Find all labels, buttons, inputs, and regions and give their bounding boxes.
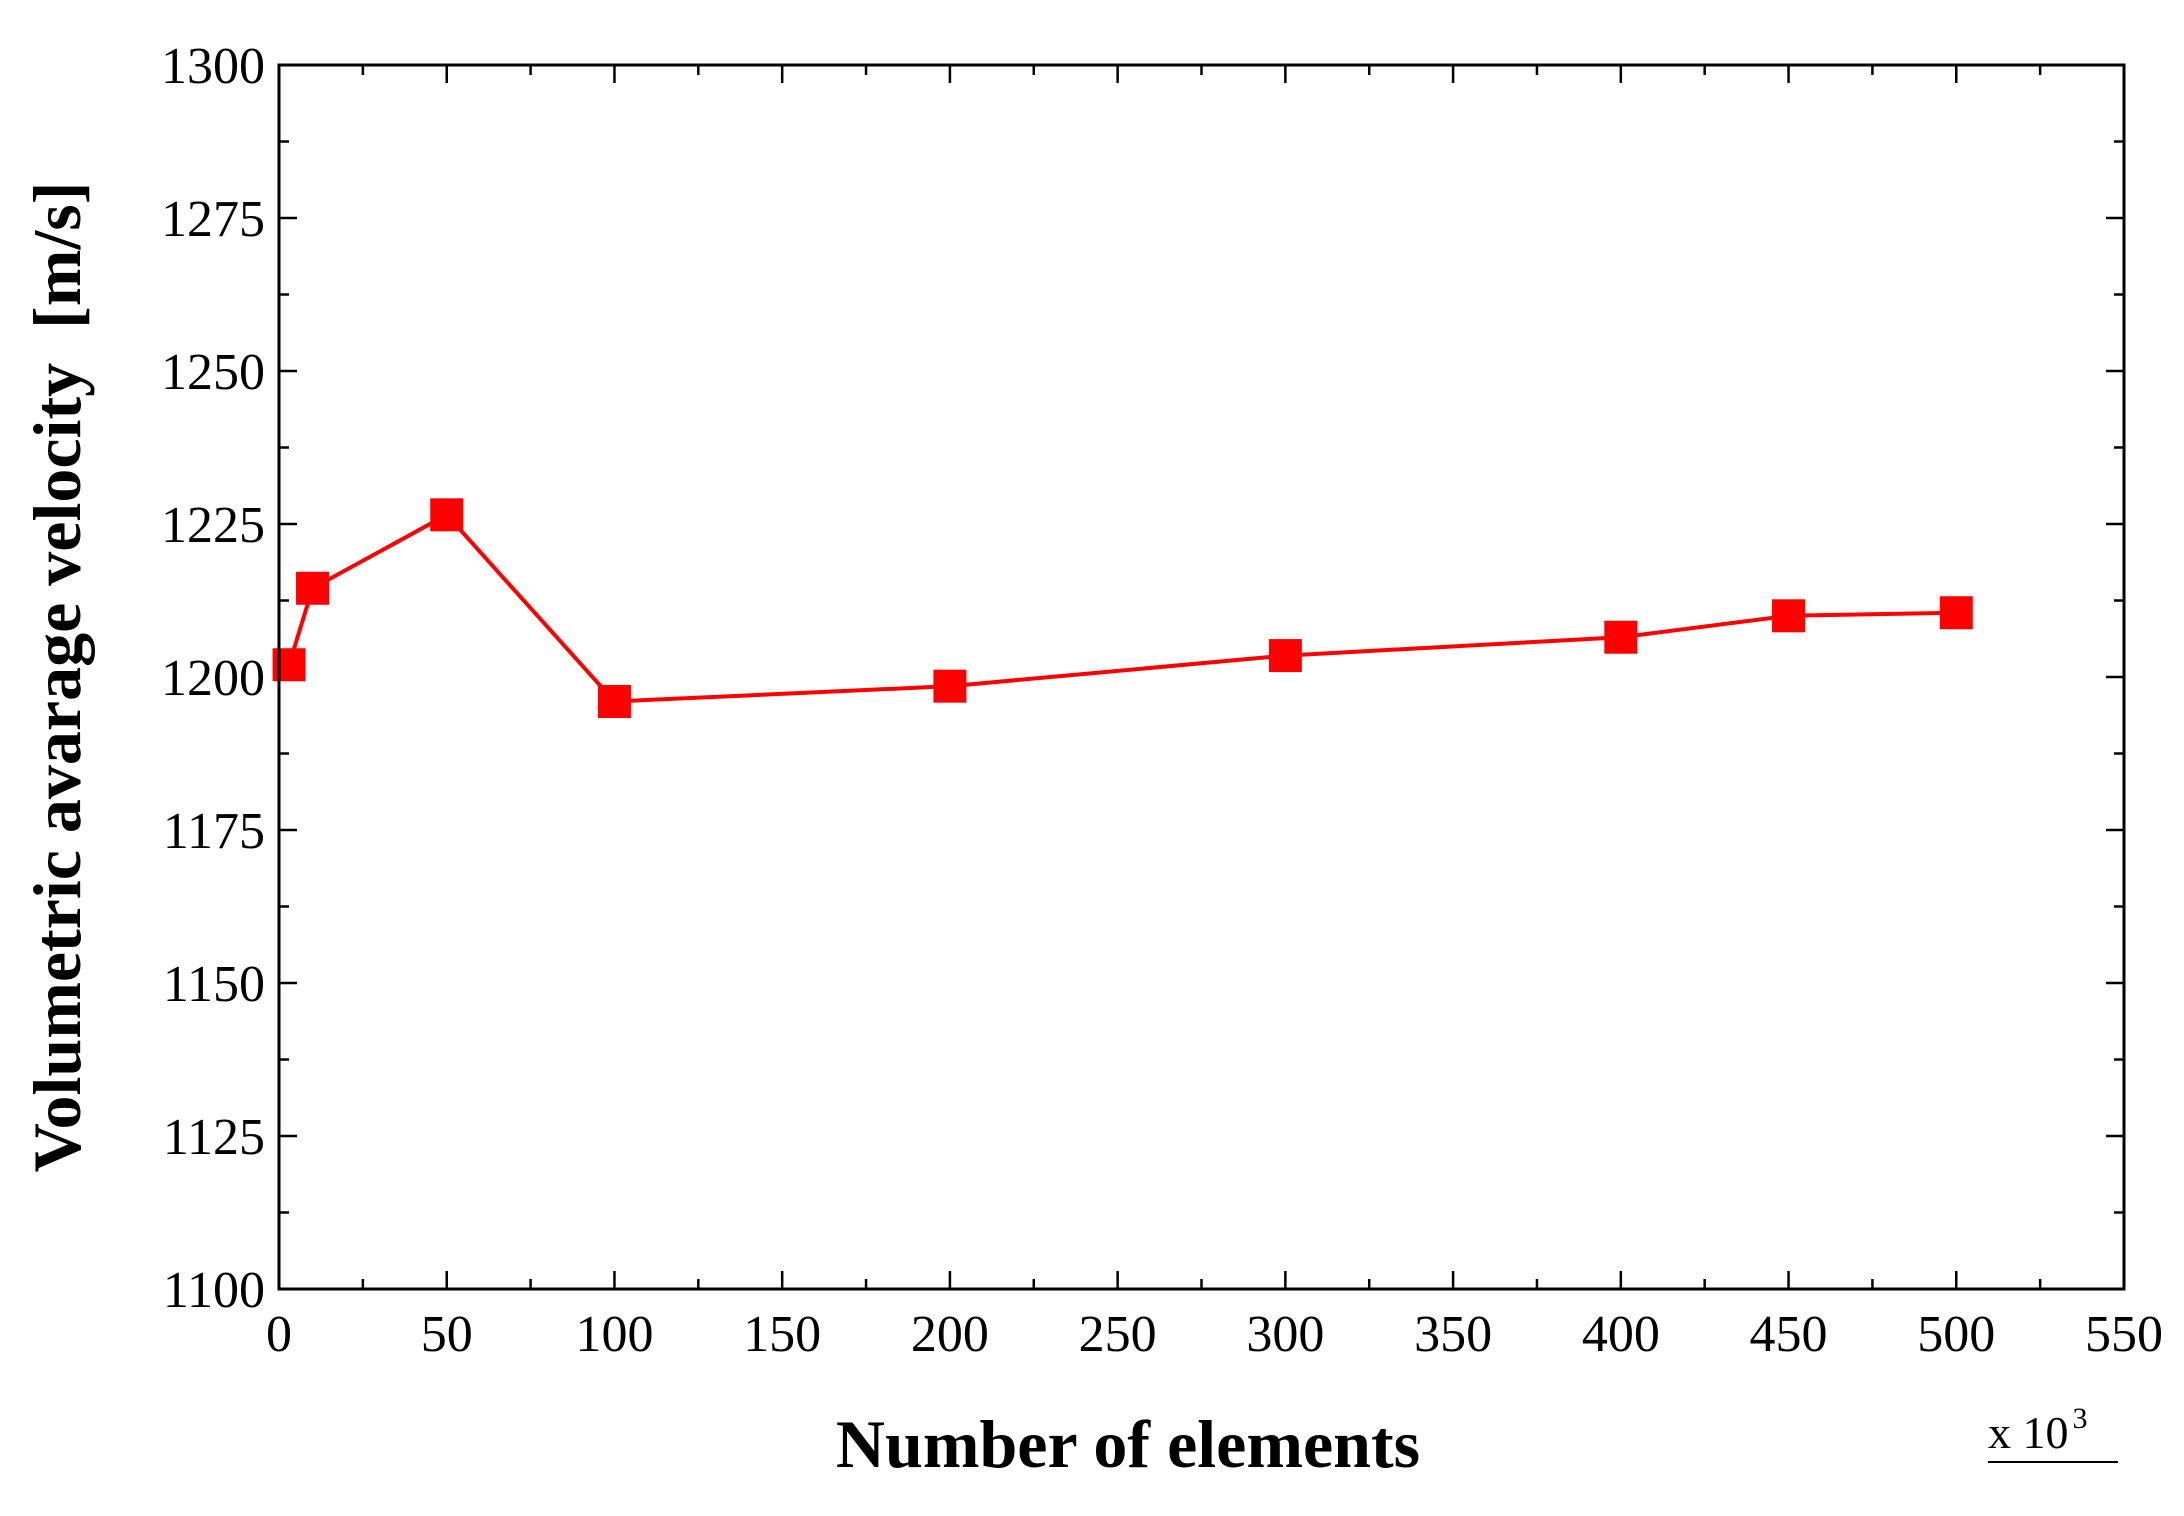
data-point-marker <box>1939 596 1973 630</box>
data-point-marker <box>597 684 631 718</box>
x-tick-label: 250 <box>1079 1306 1157 1363</box>
x-axis-title: Number of elements <box>836 1406 1420 1482</box>
axis-ticks <box>277 63 2126 1291</box>
plot-frame <box>277 63 2126 1291</box>
y-tick-label: 1300 <box>161 38 265 95</box>
data-point-marker <box>1268 639 1302 673</box>
y-tick-label: 1225 <box>161 497 265 554</box>
data-series <box>272 498 1973 718</box>
y-tick-label: 1125 <box>163 1109 265 1166</box>
x-multiplier: x 10 3 <box>1988 1402 2118 1463</box>
series-line <box>287 512 1957 704</box>
x-tick-label: 450 <box>1750 1306 1828 1363</box>
data-point-marker <box>1604 620 1638 654</box>
y-tick-label: 1200 <box>161 650 265 707</box>
data-point-marker <box>430 498 464 532</box>
y-tick-label: 1100 <box>163 1262 265 1319</box>
x-tick-label: 100 <box>575 1306 653 1363</box>
data-point-marker <box>296 571 330 605</box>
y-tick-label: 1250 <box>161 344 265 401</box>
tick-labels: 0 50 100 150 200 250 300 350 400 450 500 550 1100 112… <box>161 38 2163 1363</box>
x-tick-label: 200 <box>911 1306 989 1363</box>
x-tick-label: 50 <box>421 1306 473 1363</box>
x-multiplier-exponent: 3 <box>2073 1402 2088 1435</box>
data-point-marker <box>933 669 967 703</box>
svg-text:x 10 3: x 10 3 <box>1988 1402 2088 1458</box>
x-tick-label: 500 <box>1917 1306 1995 1363</box>
x-tick-label: 350 <box>1414 1306 1492 1363</box>
y-tick-label: 1175 <box>163 803 265 860</box>
x-tick-label: 150 <box>743 1306 821 1363</box>
y-tick-label: 1150 <box>163 956 265 1013</box>
data-point-marker <box>1772 599 1806 633</box>
y-axis-title: Volumetric avarage velocity [m/s] <box>19 182 95 1173</box>
x-tick-label: 400 <box>1582 1306 1660 1363</box>
y-tick-label: 1275 <box>161 191 265 248</box>
x-tick-label: 0 <box>266 1306 292 1363</box>
x-tick-label: 300 <box>1246 1306 1324 1363</box>
x-tick-label: 550 <box>2085 1306 2163 1363</box>
x-multiplier-base: x 10 <box>1988 1407 2069 1458</box>
